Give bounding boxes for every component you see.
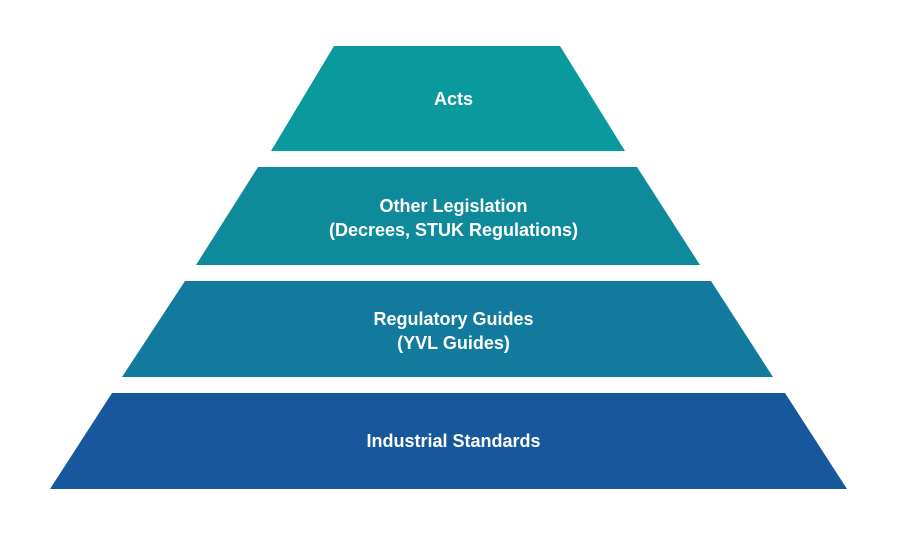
tier-label-line: Other Legislation bbox=[379, 196, 528, 216]
pyramid-tier-acts bbox=[271, 46, 625, 151]
tier-label-regulatory-guides: Regulatory Guides (YVL Guides) bbox=[0, 307, 907, 355]
tier-label-line: Regulatory Guides bbox=[373, 309, 534, 329]
tier-label-industrial-standards: Industrial Standards bbox=[0, 429, 907, 453]
pyramid-tier-other-legislation bbox=[196, 167, 700, 265]
tier-label-acts: Acts bbox=[0, 87, 907, 111]
tier-label-line: Industrial Standards bbox=[366, 431, 541, 451]
pyramid-tier-regulatory-guides bbox=[122, 281, 773, 377]
tier-label-line: Acts bbox=[433, 89, 473, 109]
tier-label-other-legislation: Other Legislation (Decrees, STUK Regulat… bbox=[0, 194, 907, 242]
tier-label-line: (Decrees, STUK Regulations) bbox=[328, 220, 579, 240]
tier-label-line: (YVL Guides) bbox=[397, 333, 510, 353]
pyramid-tier-industrial-standards bbox=[50, 393, 847, 489]
